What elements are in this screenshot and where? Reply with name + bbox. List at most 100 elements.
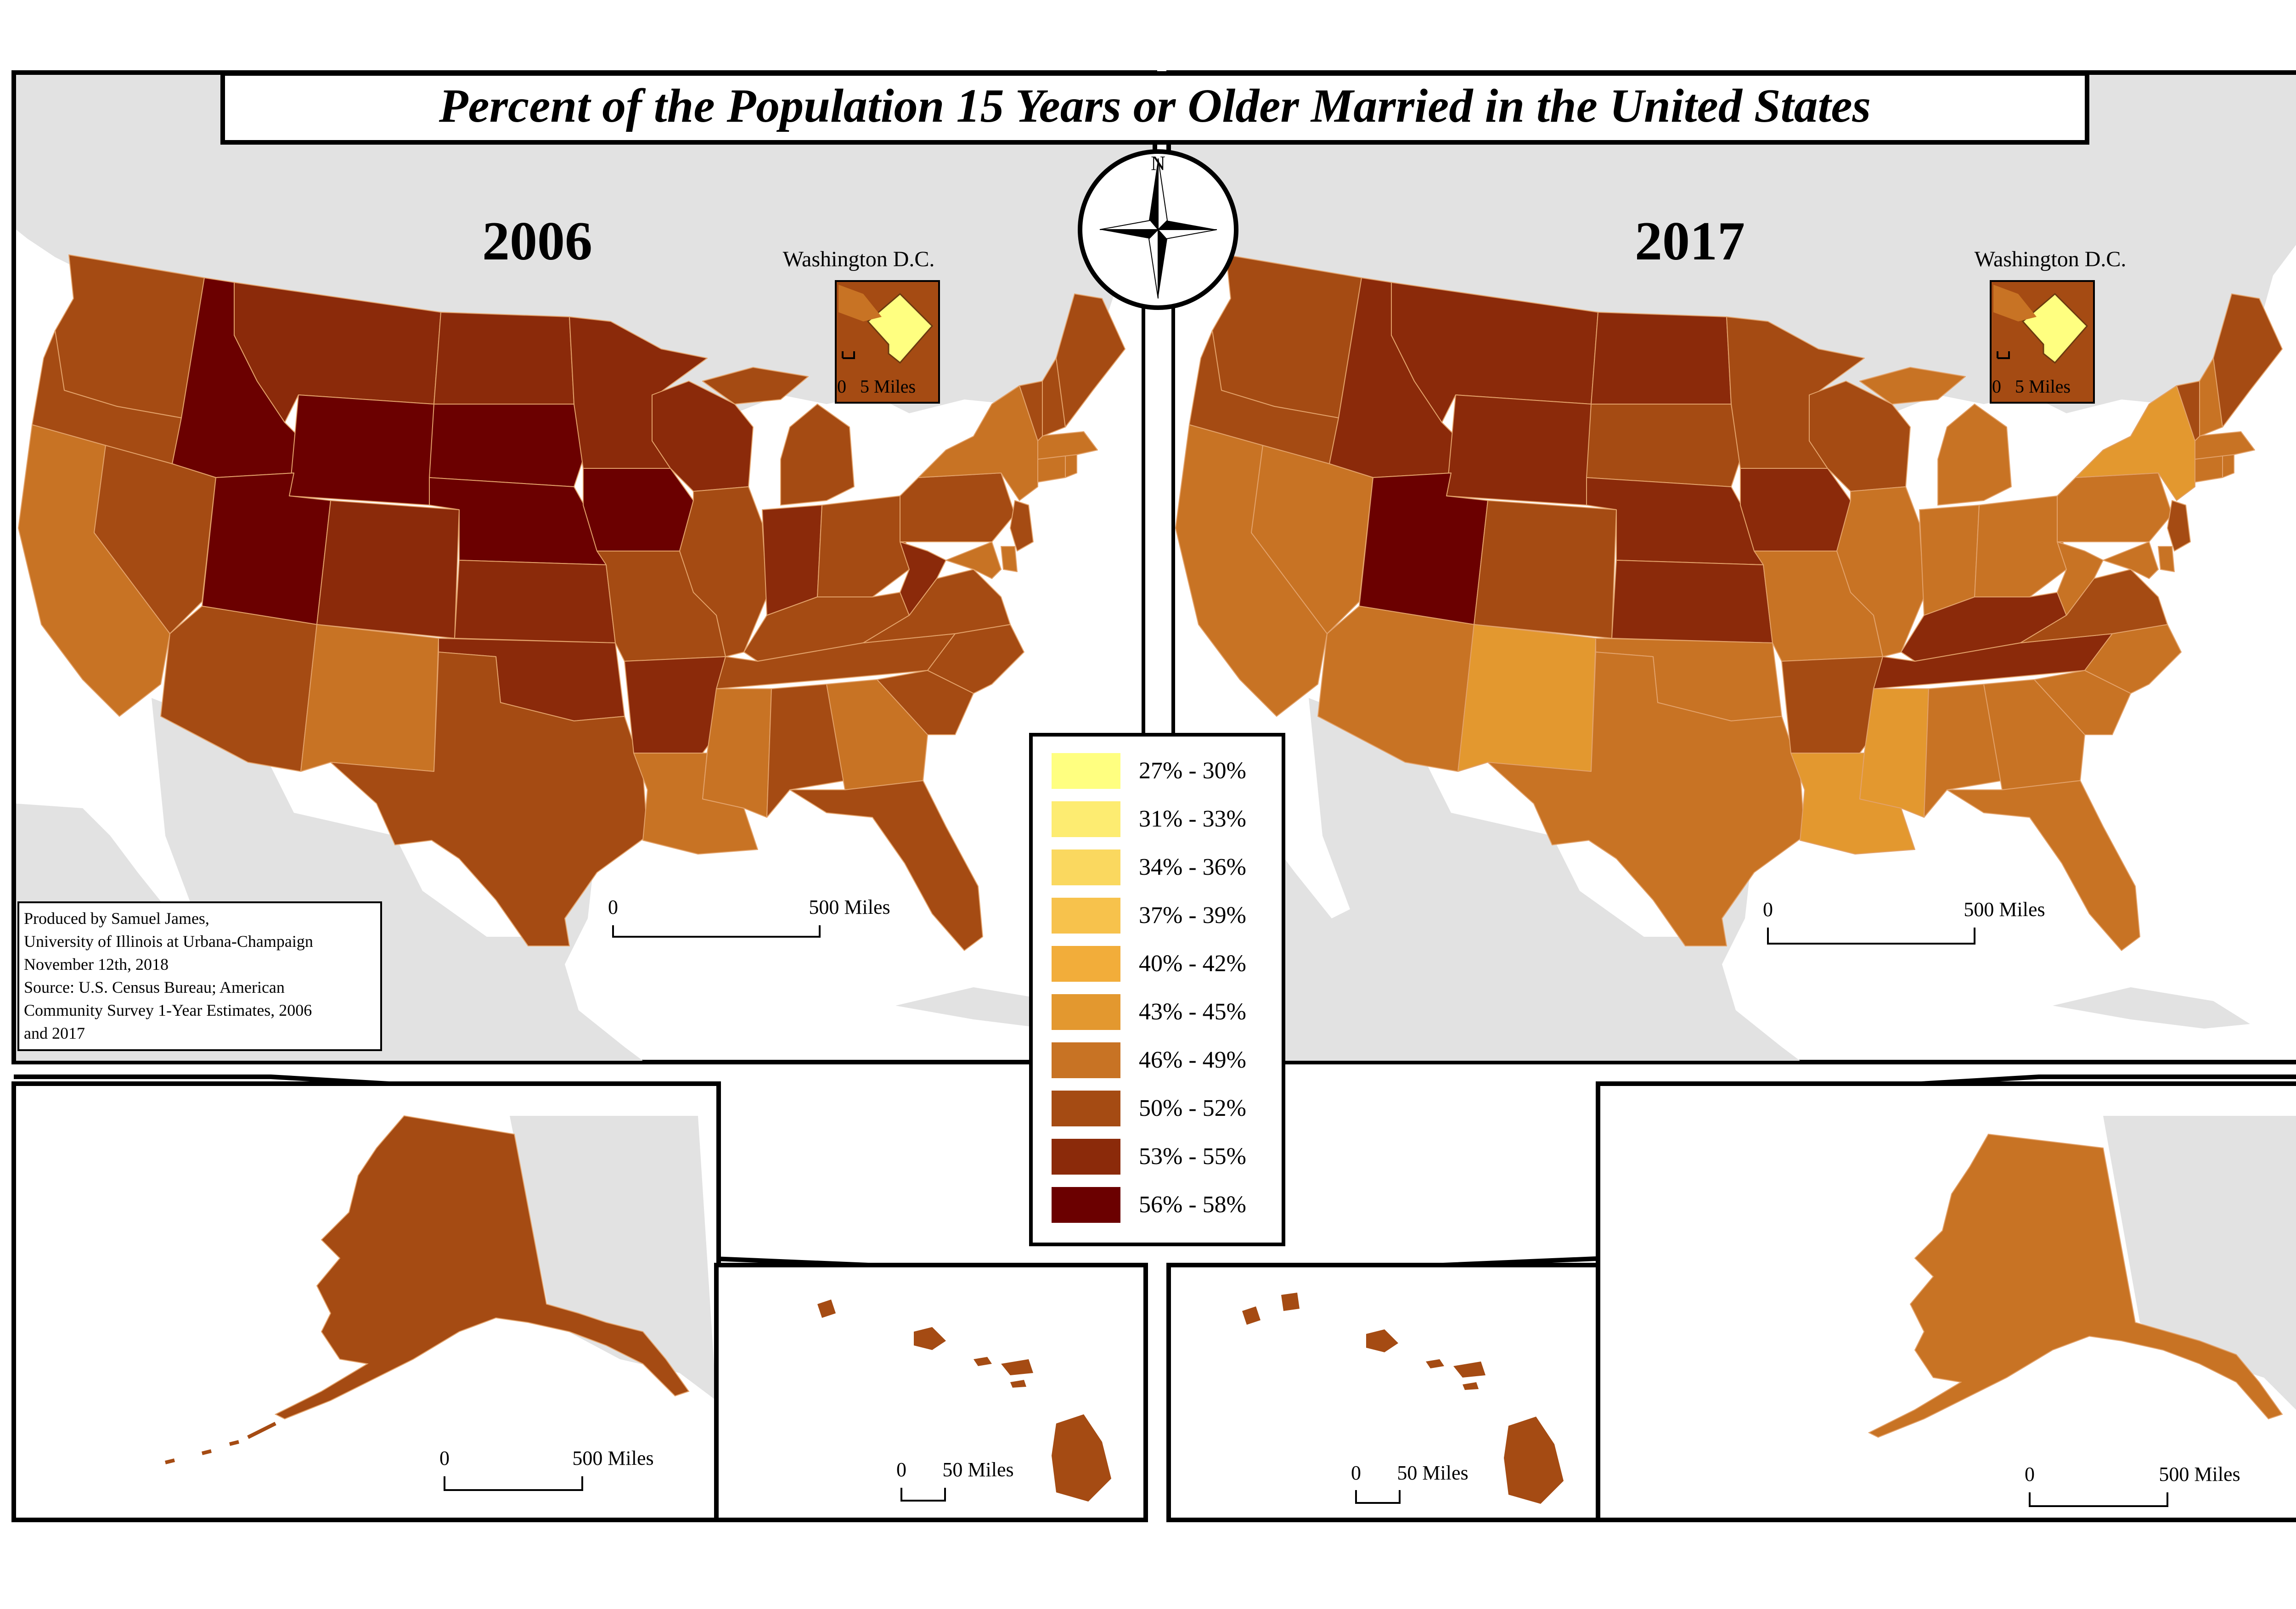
state-ma (2195, 431, 2255, 460)
state-wv (900, 541, 946, 616)
credit-line-6: and 2017 (24, 1024, 85, 1042)
alaska-scale-label-2017: 500 Miles (2159, 1463, 2240, 1485)
compass-north-label: N (1151, 152, 1165, 174)
dc-scale-2017: 0 5 Miles (1992, 376, 2071, 397)
scale-zero-2017: 0 (1763, 898, 1773, 921)
state-al (1924, 684, 2003, 818)
state-ri (1065, 454, 1077, 478)
dc-inset-2006: 0 5 Miles (835, 280, 940, 404)
dc-label-2017: Washington D.C. (1975, 247, 2127, 271)
alaska-2006 (274, 1115, 690, 1420)
state-de (2158, 546, 2175, 572)
alaska-inset-2006: 0 500 Miles (11, 1081, 721, 1522)
scale-label-2017: 500 Miles (1964, 898, 2045, 921)
state-ks (1611, 560, 1773, 643)
state-me (1056, 293, 1125, 428)
cuba-land-2017 (2053, 987, 2250, 1029)
legend-label: 53% - 55% (1139, 1143, 1246, 1170)
dc-district-2017 (2021, 293, 2088, 364)
state-al (766, 684, 845, 818)
title-box (220, 71, 2089, 145)
legend-swatch (1052, 946, 1120, 982)
year-2017: 2017 (1635, 210, 1745, 271)
legend-swatch (1052, 1091, 1120, 1126)
legend-label: 56% - 58% (1139, 1192, 1246, 1218)
legend-swatch (1052, 1187, 1120, 1223)
scale-label-2006: 500 Miles (809, 896, 890, 918)
hawaii-inset-2006: 0 50 Miles (714, 1263, 1148, 1522)
alaska-scale-label-2006: 500 Miles (572, 1447, 653, 1469)
credit-line-2: University of Illinois at Urbana-Champai… (24, 932, 313, 951)
legend-swatch (1052, 753, 1120, 789)
dc-inset-2017: 0 5 Miles (1990, 280, 2095, 404)
state-wa (55, 254, 205, 418)
dc-label-2006: Washington D.C. (783, 247, 935, 271)
state-nm (1458, 624, 1596, 772)
legend-label: 34% - 36% (1139, 854, 1246, 880)
state-nv (94, 445, 216, 634)
state-sc (2034, 670, 2131, 735)
hawaii-islands-2006 (817, 1300, 1111, 1502)
hawaii-islands-2017 (1242, 1293, 1564, 1504)
legend-label: 50% - 52% (1139, 1095, 1246, 1121)
credit-line-5: Community Survey 1-Year Estimates, 2006 (24, 1001, 312, 1019)
state-co (1474, 500, 1617, 639)
state-tx (1487, 652, 1805, 946)
legend-label: 27% - 30% (1139, 758, 1246, 784)
mexico-land-2017 (1171, 698, 1800, 1061)
map-2017: Washington D.C. 0 5 Miles 2017 0 500 Mil… (1166, 70, 2296, 1064)
page-title: Percent of the Population 15 Years or Ol… (439, 79, 1871, 132)
legend-label: 37% - 39% (1139, 902, 1246, 928)
scale-zero-2006: 0 (608, 896, 618, 918)
dc-scale-2006: 0 5 Miles (837, 376, 916, 397)
state-tx (330, 652, 648, 946)
dc-district-2006 (867, 293, 934, 364)
states-2017 (1175, 254, 2283, 951)
alaska-2017 (1868, 1133, 2283, 1438)
alaska-inset-2017: 0 500 Miles (1596, 1081, 2296, 1522)
state-wa (1212, 254, 1362, 418)
state-ia (1740, 468, 1851, 551)
state-oh (1974, 495, 2067, 597)
legend-label: 40% - 42% (1139, 951, 1246, 977)
center-divider (1142, 294, 1175, 735)
scale-bar-2017 (1767, 928, 1975, 945)
map-2006: Washington D.C. 0 5 Miles 2006 0 500 Mil… (11, 70, 1157, 1064)
state-ri (2222, 454, 2234, 478)
hawaii-scale-zero-2017: 0 (1351, 1462, 1361, 1484)
credit-line-1: Produced by Samuel James, (24, 909, 209, 928)
hawaii-scale-label-2017: 50 Miles (1397, 1462, 1468, 1484)
hawaii-scale-label-2006: 50 Miles (942, 1458, 1013, 1481)
state-ia (583, 468, 694, 551)
legend-swatch (1052, 1042, 1120, 1078)
svg-text:Produced by Samuel James,: Produced by Samuel James, University of … (24, 909, 317, 1042)
state-mi (702, 367, 855, 506)
state-ma (1037, 431, 1098, 460)
state-fl (1947, 780, 2140, 951)
state-de (1001, 546, 1018, 572)
state-me (2213, 293, 2283, 428)
state-fl (789, 780, 983, 951)
legend-swatch (1052, 850, 1120, 885)
legend-label: 46% - 49% (1139, 1047, 1246, 1073)
state-md (2103, 541, 2159, 579)
state-sd (429, 404, 584, 487)
state-nd (1591, 312, 1732, 405)
legend-label: 43% - 45% (1139, 999, 1246, 1025)
state-sc (877, 670, 974, 735)
legend-label: 31% - 33% (1139, 806, 1246, 832)
state-ks (454, 560, 616, 643)
state-sd (1586, 404, 1741, 487)
alaska-scale-zero-2017: 0 (2025, 1463, 2035, 1485)
state-wy (1446, 394, 1592, 506)
state-wy (289, 394, 434, 506)
state-co (316, 500, 460, 639)
state-nd (433, 312, 574, 405)
credit-line-4: Source: U.S. Census Bureau; American (24, 978, 285, 996)
hawaii-scale-zero-2006: 0 (896, 1458, 906, 1481)
state-nj (1010, 500, 1034, 551)
state-md (945, 541, 1002, 579)
state-nj (2167, 500, 2191, 551)
state-nv (1251, 445, 1373, 634)
